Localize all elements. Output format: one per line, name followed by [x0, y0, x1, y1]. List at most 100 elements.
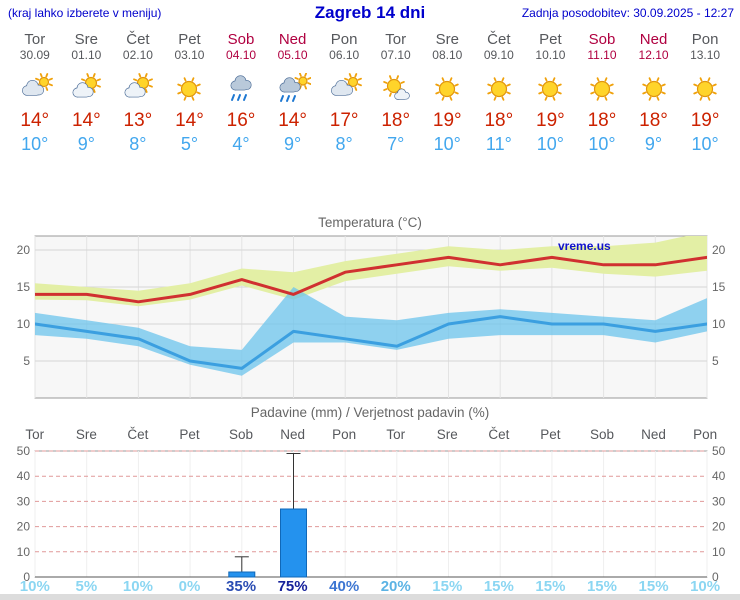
precip-ytick-right: 30	[712, 494, 726, 508]
precip-ytick-right: 20	[712, 520, 726, 534]
precip-ytick-right: 50	[712, 445, 726, 458]
precip-ytick-left: 50	[17, 445, 31, 458]
day-name: Tor	[24, 31, 46, 48]
day-max-temp: 17°	[329, 110, 359, 131]
precip-probability: 15%	[638, 578, 669, 595]
precip-ytick-left: 20	[17, 520, 31, 534]
precip-probability: 15%	[586, 578, 617, 595]
precip-day-labels: Tor Sre Čet Pet Sob Ned Pon Tor Sre Čet Pet Sob Ned P…	[9, 427, 731, 442]
precip-ytick-left: 0	[23, 570, 30, 582]
day-name: Pet	[539, 31, 562, 48]
forecast-strip: Tor 30.09 14° 10° Sre 01.10 14° 9° Čet 02.10 13° 8°…	[9, 31, 731, 155]
day-name: Tor	[385, 31, 407, 48]
day-date: 11.10	[587, 48, 617, 62]
day-max-temp: 18°	[484, 110, 514, 131]
day-column-ned-05.10: Ned 05.10 14° 9°	[267, 31, 319, 155]
day-max-temp: 14°	[71, 110, 101, 131]
sun-cloud-icon	[112, 73, 164, 105]
day-max-temp: 14°	[20, 110, 50, 131]
temp-ytick-right: 15	[712, 280, 726, 294]
precip-probability: 20%	[380, 578, 411, 595]
day-min-temp: 10°	[588, 134, 616, 154]
rain-icon	[215, 73, 267, 105]
day-column-sre-01.10: Sre 01.10 14° 9°	[61, 31, 113, 155]
day-min-temp: 10°	[691, 134, 719, 154]
day-column-čet-09.10: Čet 09.10 18° 11°	[473, 31, 525, 155]
precip-day-label: Čet	[127, 427, 149, 442]
day-name: Pon	[330, 31, 358, 48]
precip-ytick-right: 40	[712, 469, 726, 483]
day-column-čet-02.10: Čet 02.10 13° 8°	[112, 31, 164, 155]
rain-sun-icon	[267, 72, 319, 105]
day-date: 02.10	[122, 48, 153, 62]
sun-small-cloud-icon	[370, 73, 422, 105]
day-min-temp: 9°	[283, 134, 302, 154]
day-column-tor-30.09: Tor 30.09 14° 10°	[9, 31, 61, 155]
precip-day-label: Tor	[25, 427, 45, 442]
precip-chart-title: Padavine (mm) / Verjetnost padavin (%)	[250, 405, 490, 420]
precip-day-label: Ned	[641, 427, 666, 442]
day-max-temp: 18°	[381, 110, 411, 131]
day-max-temp: 16°	[226, 110, 256, 131]
temp-ytick-left: 20	[17, 243, 31, 257]
sun-icon	[628, 73, 680, 105]
precip-probability: 15%	[432, 578, 463, 595]
day-min-temp: 5°	[180, 134, 199, 154]
precip-probability: 0%	[178, 578, 201, 595]
precip-day-label: Sre	[436, 427, 458, 442]
precip-probability: 5%	[75, 578, 98, 595]
precip-bar	[228, 571, 256, 578]
temp-ytick-left: 5	[23, 354, 30, 368]
precip-probability: 40%	[329, 578, 360, 595]
temperature-chart: Temperatura (°C) 5 5 10 10 15 15 20 20 vreme.us	[0, 210, 740, 406]
precip-probability: 10%	[19, 578, 50, 595]
precip-ytick-left: 30	[17, 494, 31, 508]
location-menu-hint: (kraj lahko izberete v meniju)	[8, 6, 162, 20]
temp-chart-title: Temperatura (°C)	[318, 215, 422, 230]
day-date: 13.10	[690, 48, 721, 62]
cloud-sun-icon	[9, 73, 61, 105]
day-date: 06.10	[329, 48, 360, 62]
day-max-temp: 19°	[536, 110, 565, 131]
day-column-pon-06.10: Pon 06.10 17° 8°	[318, 31, 370, 155]
day-date: 10.10	[535, 48, 566, 62]
day-column-sre-08.10: Sre 08.10 19° 10°	[422, 31, 474, 155]
day-column-ned-12.10: Ned 12.10 18° 9°	[628, 31, 680, 155]
temp-series	[35, 236, 707, 376]
day-date: 01.10	[71, 48, 102, 62]
precip-day-label: Tor	[386, 427, 406, 442]
precip-probability: 35%	[226, 578, 257, 595]
day-date: 03.10	[174, 48, 205, 62]
precip-day-label: Pon	[693, 427, 718, 442]
sun-icon	[576, 73, 628, 105]
day-min-temp: 8°	[129, 134, 147, 154]
day-min-temp: 9°	[77, 134, 95, 154]
day-date: 09.10	[483, 48, 514, 62]
day-name: Sob	[588, 31, 616, 48]
precip-ytick-left: 40	[17, 469, 31, 483]
precip-probability: 10%	[122, 578, 153, 595]
horizontal-scrollbar[interactable]	[0, 594, 740, 600]
sun-icon	[679, 73, 731, 105]
day-min-temp: 10°	[21, 134, 49, 154]
day-min-temp: 9°	[644, 134, 663, 154]
day-name: Čet	[126, 31, 150, 48]
day-max-temp: 19°	[690, 110, 720, 131]
day-name: Ned	[639, 31, 668, 48]
day-max-temp: 13°	[123, 110, 153, 131]
day-max-temp: 19°	[432, 110, 462, 131]
precip-bar	[280, 508, 307, 578]
precip-plot-area	[34, 450, 708, 578]
precip-probability: 15%	[535, 578, 566, 595]
sun-icon	[473, 73, 525, 105]
last-updated: Zadnja posodobitev: 30.09.2025 - 12:27	[521, 6, 734, 20]
day-name: Sob	[227, 31, 255, 48]
precip-probability: 10%	[690, 578, 721, 595]
day-min-temp: 4°	[232, 134, 250, 154]
precip-day-label: Pet	[540, 427, 561, 442]
precip-day-label: Pet	[179, 427, 200, 442]
day-max-temp: 18°	[587, 110, 617, 131]
day-date: 08.10	[432, 48, 463, 62]
day-date: 05.10	[277, 48, 308, 62]
